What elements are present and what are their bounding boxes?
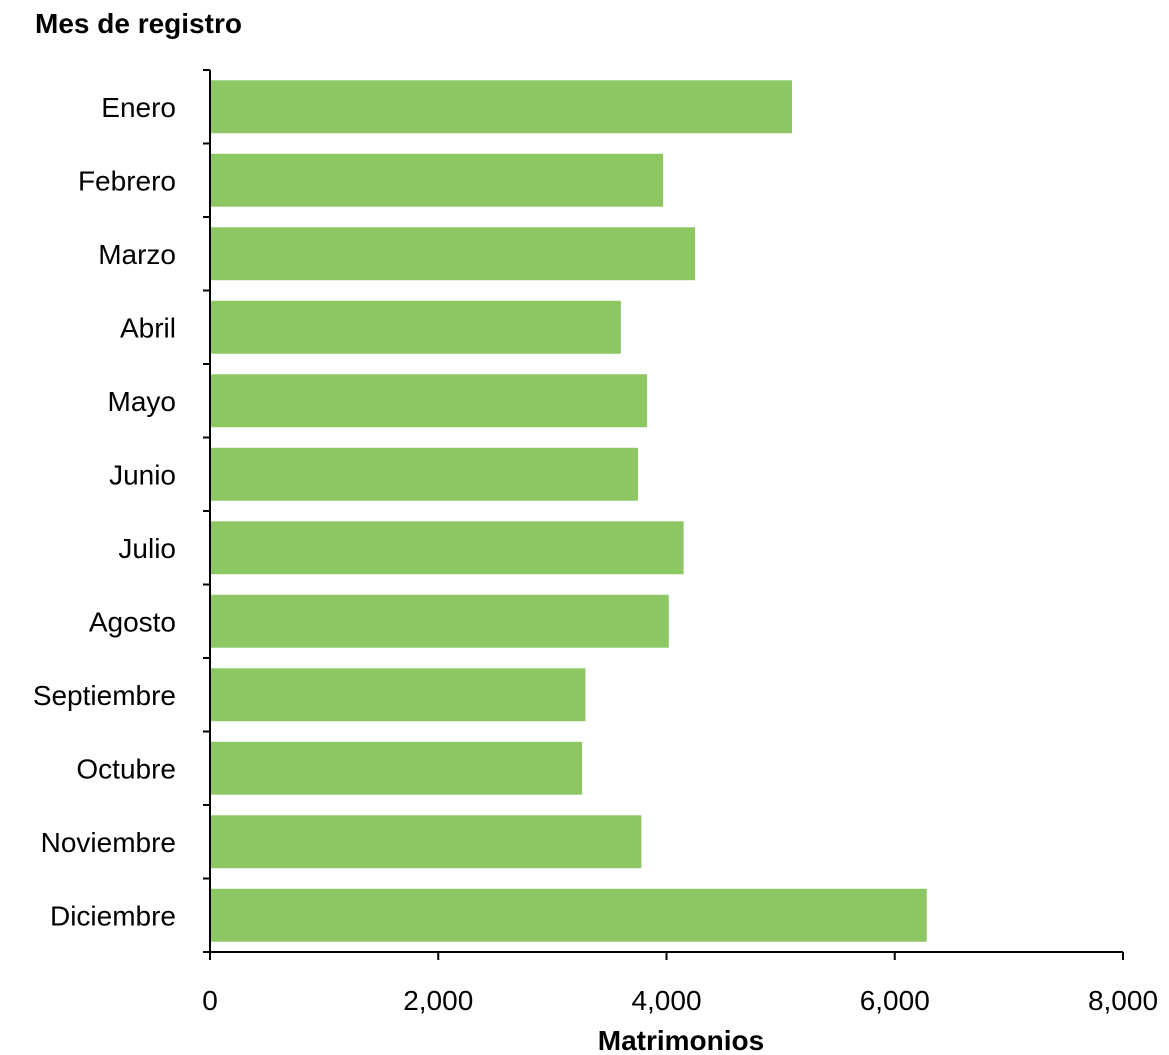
bar-diciembre bbox=[211, 889, 927, 942]
bar-octubre bbox=[211, 742, 582, 795]
bar-agosto bbox=[211, 595, 669, 648]
x-tick-label: 8,000 bbox=[1088, 985, 1158, 1016]
x-axis-title: Matrimonios bbox=[598, 1025, 764, 1055]
y-axis-ticks bbox=[203, 70, 210, 952]
category-label-julio: Julio bbox=[118, 533, 176, 564]
category-label-agosto: Agosto bbox=[89, 606, 176, 637]
bars-group bbox=[211, 80, 927, 941]
category-label-abril: Abril bbox=[120, 312, 176, 343]
x-tick-label: 0 bbox=[202, 985, 218, 1016]
x-tick-label: 6,000 bbox=[860, 985, 930, 1016]
category-label-noviembre: Noviembre bbox=[41, 827, 176, 858]
x-tick-labels: 0 2,000 4,000 6,000 8,000 bbox=[202, 985, 1158, 1016]
category-label-enero: Enero bbox=[101, 92, 176, 123]
bar-febrero bbox=[211, 154, 663, 207]
bar-mayo bbox=[211, 374, 647, 427]
x-axis-ticks bbox=[210, 952, 1123, 960]
x-tick-label: 2,000 bbox=[403, 985, 473, 1016]
x-tick-label: 4,000 bbox=[631, 985, 701, 1016]
bar-julio bbox=[211, 521, 684, 574]
category-label-septiembre: Septiembre bbox=[33, 680, 176, 711]
category-labels: Enero Febrero Marzo Abril Mayo Junio Julio Agos… bbox=[33, 92, 176, 932]
category-label-octubre: Octubre bbox=[76, 753, 176, 784]
category-label-mayo: Mayo bbox=[108, 386, 176, 417]
bar-marzo bbox=[211, 227, 695, 280]
bar-junio bbox=[211, 448, 638, 501]
category-label-diciembre: Diciembre bbox=[50, 900, 176, 931]
category-label-junio: Junio bbox=[109, 459, 176, 490]
bar-enero bbox=[211, 80, 792, 133]
bar-abril bbox=[211, 301, 621, 354]
category-label-febrero: Febrero bbox=[78, 165, 176, 196]
y-axis-title: Mes de registro bbox=[35, 8, 242, 39]
bar-septiembre bbox=[211, 668, 585, 721]
bar-noviembre bbox=[211, 815, 641, 868]
category-label-marzo: Marzo bbox=[98, 239, 176, 270]
